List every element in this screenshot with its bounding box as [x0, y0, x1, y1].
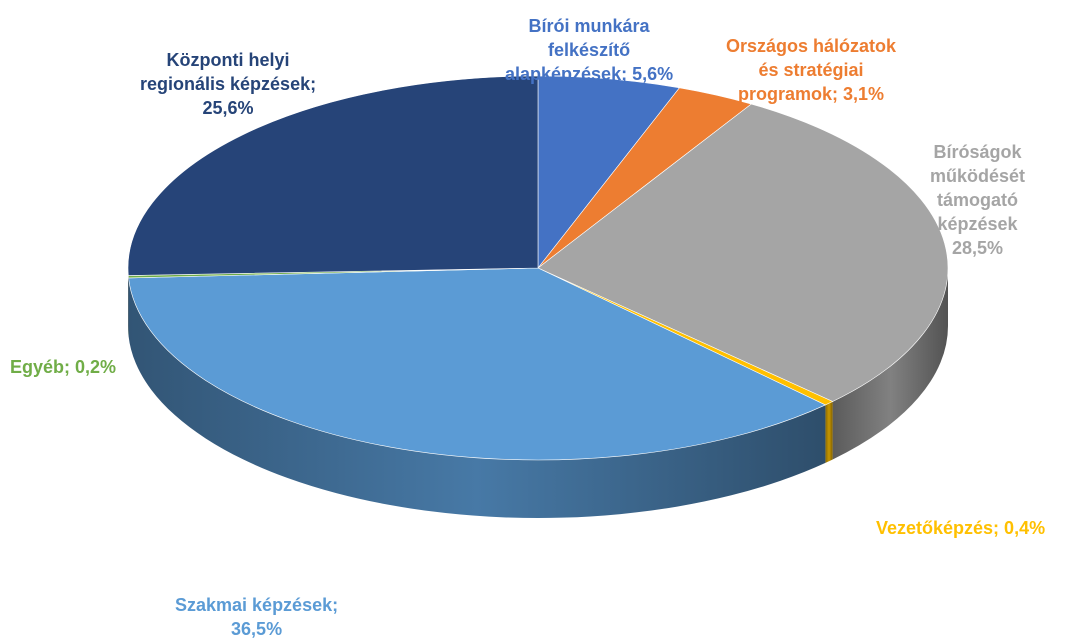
data-label-7: Központi helyi regionális képzések; 25,6%: [140, 50, 317, 118]
pie-side-4: [825, 401, 833, 463]
data-label-6: Egyéb; 0,2%: [10, 357, 117, 377]
data-label-4: Vezetőképzés; 0,4%: [876, 518, 1046, 538]
pie-slice-7: [127, 75, 539, 276]
data-label-3: Bíróságok működését támogató képzések 28,5%: [930, 142, 1026, 258]
pie-slice-3: [537, 103, 949, 402]
pie-side-3: [832, 268, 948, 460]
pie-slice-1: [537, 75, 680, 269]
data-label-1: Bírói munkára felkészítő alapképzések; 5,6…: [505, 16, 674, 84]
data-label-5: Szakmai képzések; 36,5%: [175, 595, 339, 639]
pie-slice-5: [128, 267, 827, 461]
pie-top-faces: [127, 75, 949, 461]
pie-side-walls: [128, 268, 948, 518]
data-label-2: Országos hálózatok és stratégiai programok…: [726, 36, 897, 104]
pie-side-5: [128, 277, 826, 518]
